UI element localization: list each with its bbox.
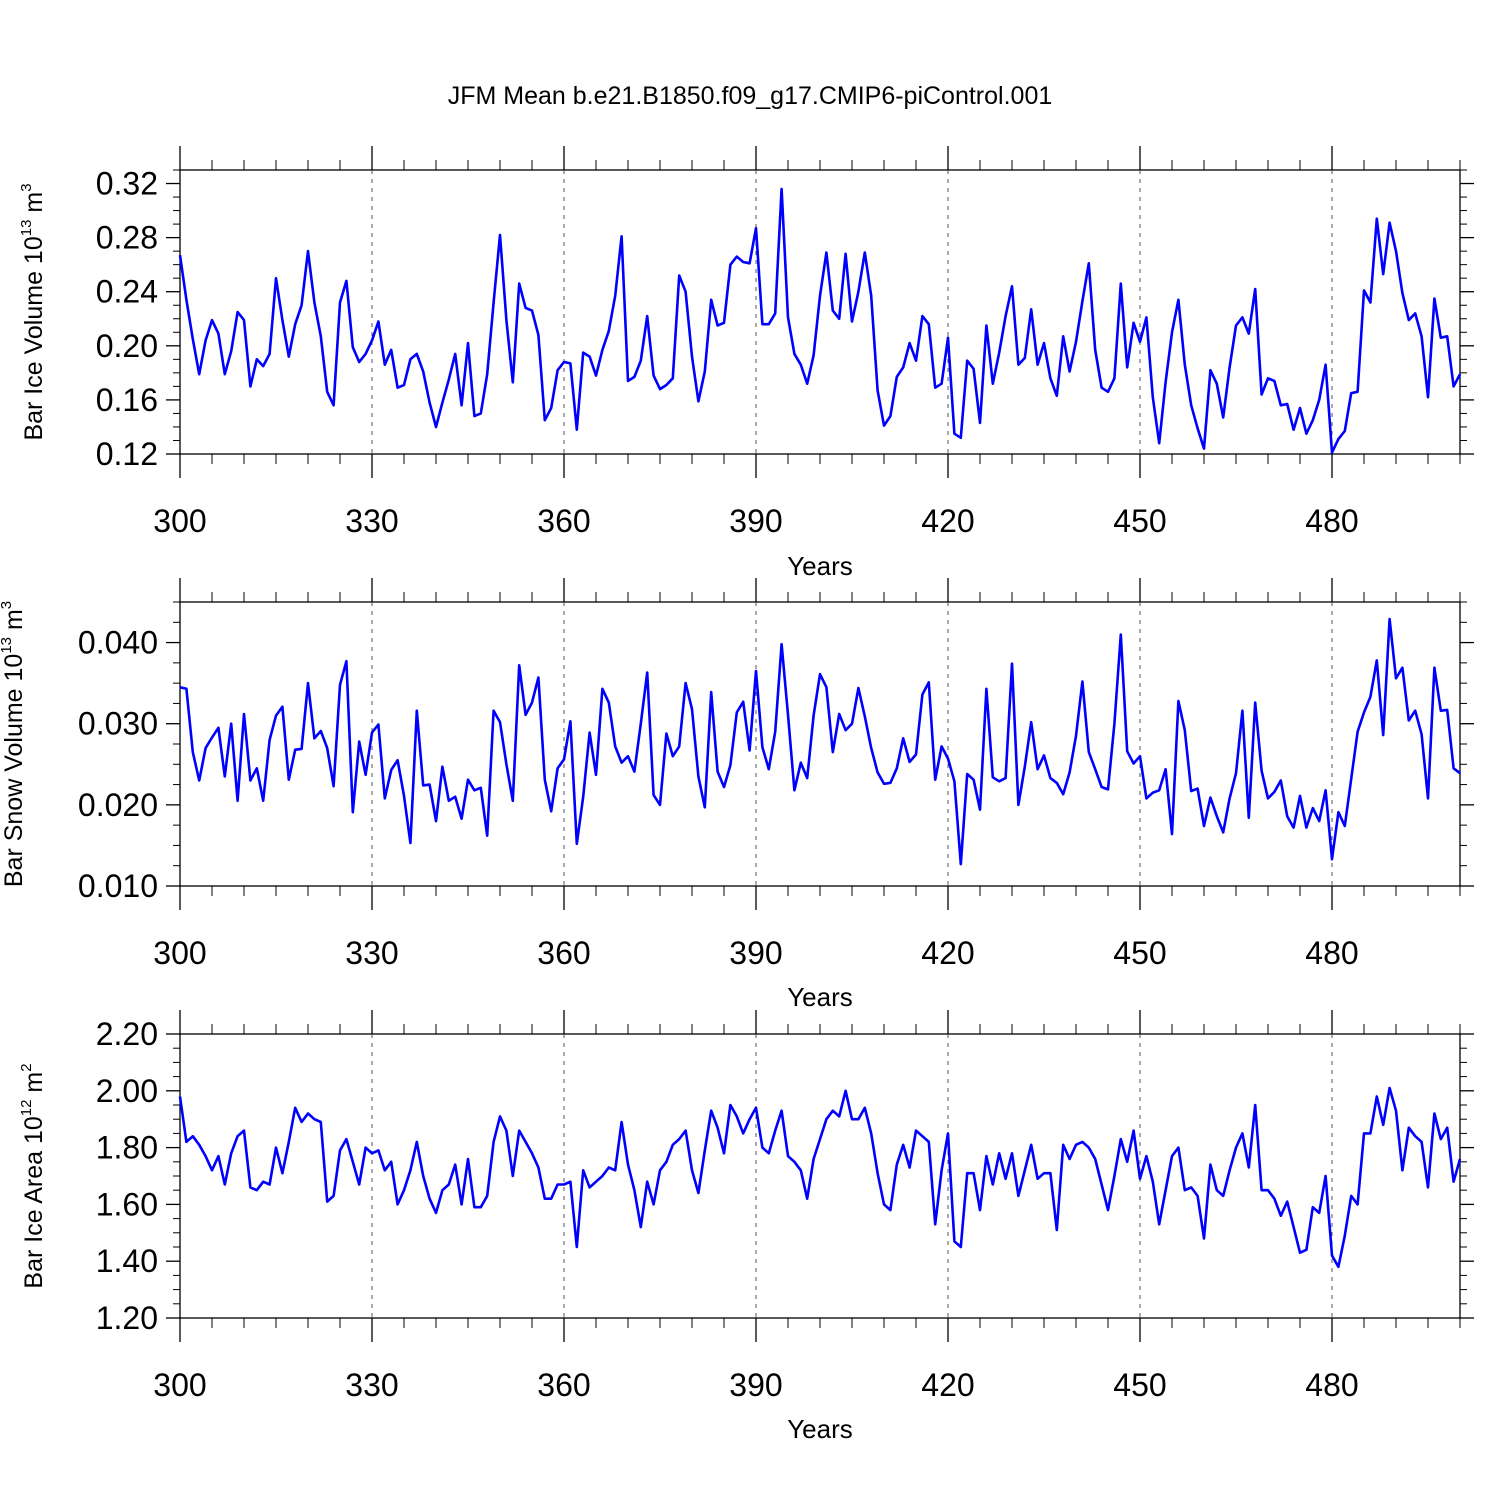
plot-frame bbox=[179, 1033, 1461, 1319]
y-tick-label: 1.80 bbox=[96, 1130, 158, 1166]
x-tick-label: 330 bbox=[345, 935, 398, 971]
x-tick-label: 450 bbox=[1113, 935, 1166, 971]
y-tick-label: 0.040 bbox=[78, 625, 158, 661]
y-tick-label: 0.16 bbox=[96, 382, 158, 418]
x-tick-label: 360 bbox=[537, 503, 590, 539]
x-tick-label: 420 bbox=[921, 503, 974, 539]
y-tick-label: 0.12 bbox=[96, 436, 158, 472]
x-tick-label: 300 bbox=[153, 503, 206, 539]
y-tick-label: 0.030 bbox=[78, 706, 158, 742]
chart-panel-2: 300 330 360 390 420 450 480 0.010 0.020 0.030 0.04… bbox=[0, 578, 1474, 1012]
x-tick-label: 300 bbox=[153, 1367, 206, 1403]
y-tick-label: 0.24 bbox=[96, 274, 158, 310]
x-tick-label: 330 bbox=[345, 503, 398, 539]
x-tick-label: 480 bbox=[1305, 503, 1358, 539]
x-tick-label: 360 bbox=[537, 935, 590, 971]
y-tick-label: 0.010 bbox=[78, 868, 158, 904]
y-tick-label: 0.32 bbox=[96, 166, 158, 202]
y-tick-label: 1.60 bbox=[96, 1186, 158, 1222]
y-tick-label: 1.20 bbox=[96, 1300, 158, 1336]
y-tick-label: 2.20 bbox=[96, 1016, 158, 1052]
y-axis-title-unit: m bbox=[20, 192, 48, 220]
x-axis-title: Years bbox=[787, 551, 853, 581]
y-tick-label: 1.40 bbox=[96, 1243, 158, 1279]
x-tick-label: 480 bbox=[1305, 935, 1358, 971]
y-axis-title-unit-exponent: 2 bbox=[18, 1063, 35, 1071]
x-axis-title: Years bbox=[787, 982, 853, 1012]
chart-panel-3: 300 330 360 390 420 450 480 1.20 1.40 1.60 1.80 2.0… bbox=[18, 1010, 1474, 1444]
x-tick-label: 300 bbox=[153, 935, 206, 971]
series-line bbox=[179, 617, 1461, 866]
x-tick-label: 420 bbox=[921, 935, 974, 971]
plot-frame bbox=[179, 169, 1461, 455]
y-axis-title-unit: m bbox=[20, 1072, 48, 1100]
x-tick-label: 480 bbox=[1305, 1367, 1358, 1403]
chart-panel-1: 300 330 360 390 420 450 480 0.12 0.16 0.20 0.24 0.2… bbox=[18, 146, 1474, 581]
x-tick-label: 390 bbox=[729, 503, 782, 539]
series-line bbox=[178, 1086, 1462, 1269]
x-tick-label: 390 bbox=[729, 1367, 782, 1403]
plot-frame bbox=[179, 601, 1461, 887]
x-tick-label: 450 bbox=[1113, 503, 1166, 539]
x-axis-title: Years bbox=[787, 1414, 853, 1444]
y-tick-label: 0.020 bbox=[78, 787, 158, 823]
y-axis-title-exponent: 13 bbox=[18, 220, 35, 237]
x-tick-label: 390 bbox=[729, 935, 782, 971]
y-axis-title: Bar Ice Volume 1013 m3 bbox=[18, 183, 48, 440]
y-axis-title-text: Bar Ice Area 10 bbox=[20, 1116, 48, 1288]
y-axis-title-unit: m bbox=[0, 609, 28, 637]
x-tick-label: 330 bbox=[345, 1367, 398, 1403]
y-axis-title-text: Bar Snow Volume 10 bbox=[0, 654, 28, 887]
y-axis-title-unit-exponent: 3 bbox=[0, 601, 15, 609]
y-tick-label: 0.20 bbox=[96, 328, 158, 364]
y-tick-label: 0.28 bbox=[96, 220, 158, 256]
y-axis-title-exponent: 13 bbox=[0, 637, 15, 654]
y-axis-title-exponent: 12 bbox=[18, 1100, 35, 1117]
y-axis-title-text: Bar Ice Volume 10 bbox=[20, 236, 48, 440]
series-line bbox=[178, 187, 1462, 454]
x-tick-label: 360 bbox=[537, 1367, 590, 1403]
x-tick-label: 420 bbox=[921, 1367, 974, 1403]
y-axis-title: Bar Snow Volume 1013 m3 bbox=[0, 601, 28, 887]
chart-title: JFM Mean b.e21.B1850.f09_g17.CMIP6-piCon… bbox=[447, 82, 1053, 110]
x-tick-label: 450 bbox=[1113, 1367, 1166, 1403]
y-axis-title: Bar Ice Area 1012 m2 bbox=[18, 1063, 48, 1288]
y-axis-title-unit-exponent: 3 bbox=[18, 183, 35, 191]
y-tick-label: 2.00 bbox=[96, 1073, 158, 1109]
